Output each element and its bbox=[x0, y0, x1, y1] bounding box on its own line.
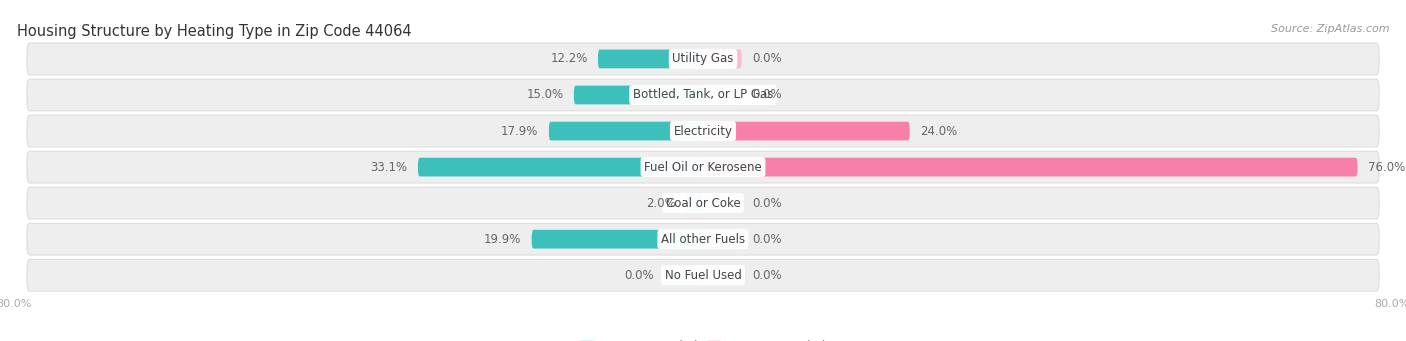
FancyBboxPatch shape bbox=[548, 122, 703, 140]
Text: Bottled, Tank, or LP Gas: Bottled, Tank, or LP Gas bbox=[633, 89, 773, 102]
FancyBboxPatch shape bbox=[703, 86, 742, 104]
Text: Housing Structure by Heating Type in Zip Code 44064: Housing Structure by Heating Type in Zip… bbox=[17, 24, 412, 39]
FancyBboxPatch shape bbox=[574, 86, 703, 104]
FancyBboxPatch shape bbox=[418, 158, 703, 176]
FancyBboxPatch shape bbox=[531, 230, 703, 249]
FancyBboxPatch shape bbox=[686, 194, 703, 212]
Text: No Fuel Used: No Fuel Used bbox=[665, 269, 741, 282]
Text: Source: ZipAtlas.com: Source: ZipAtlas.com bbox=[1271, 24, 1389, 34]
Text: 24.0%: 24.0% bbox=[920, 124, 957, 137]
Text: 15.0%: 15.0% bbox=[526, 89, 564, 102]
FancyBboxPatch shape bbox=[27, 187, 1379, 219]
FancyBboxPatch shape bbox=[27, 79, 1379, 111]
FancyBboxPatch shape bbox=[598, 49, 703, 68]
FancyBboxPatch shape bbox=[703, 266, 742, 285]
Text: 0.0%: 0.0% bbox=[752, 89, 782, 102]
Text: 0.0%: 0.0% bbox=[624, 269, 654, 282]
Text: All other Fuels: All other Fuels bbox=[661, 233, 745, 246]
Text: Fuel Oil or Kerosene: Fuel Oil or Kerosene bbox=[644, 161, 762, 174]
Text: Electricity: Electricity bbox=[673, 124, 733, 137]
Text: 33.1%: 33.1% bbox=[371, 161, 408, 174]
Text: 0.0%: 0.0% bbox=[752, 197, 782, 210]
Text: 76.0%: 76.0% bbox=[1368, 161, 1405, 174]
FancyBboxPatch shape bbox=[703, 122, 910, 140]
Text: 17.9%: 17.9% bbox=[501, 124, 538, 137]
FancyBboxPatch shape bbox=[27, 260, 1379, 291]
FancyBboxPatch shape bbox=[703, 194, 742, 212]
Text: 0.0%: 0.0% bbox=[752, 53, 782, 65]
FancyBboxPatch shape bbox=[27, 43, 1379, 75]
FancyBboxPatch shape bbox=[27, 151, 1379, 183]
FancyBboxPatch shape bbox=[27, 223, 1379, 255]
FancyBboxPatch shape bbox=[703, 158, 1358, 176]
Text: Utility Gas: Utility Gas bbox=[672, 53, 734, 65]
Text: 19.9%: 19.9% bbox=[484, 233, 522, 246]
FancyBboxPatch shape bbox=[703, 230, 742, 249]
FancyBboxPatch shape bbox=[27, 115, 1379, 147]
Legend: Owner-occupied, Renter-occupied: Owner-occupied, Renter-occupied bbox=[579, 340, 827, 341]
FancyBboxPatch shape bbox=[664, 266, 703, 285]
Text: 0.0%: 0.0% bbox=[752, 233, 782, 246]
Text: 12.2%: 12.2% bbox=[550, 53, 588, 65]
Text: 0.0%: 0.0% bbox=[752, 269, 782, 282]
FancyBboxPatch shape bbox=[703, 49, 742, 68]
Text: Coal or Coke: Coal or Coke bbox=[665, 197, 741, 210]
Text: 2.0%: 2.0% bbox=[645, 197, 675, 210]
